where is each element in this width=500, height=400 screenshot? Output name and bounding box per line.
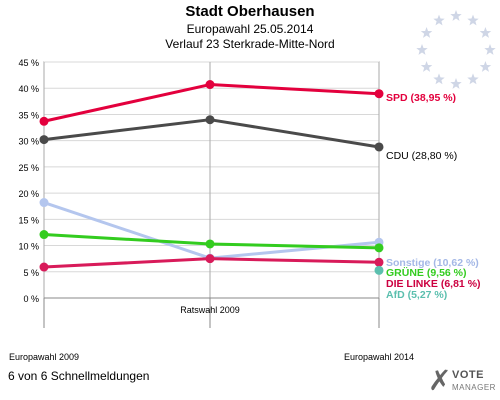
eu-star-icon	[484, 44, 496, 55]
y-tick-label: 10 %	[18, 242, 39, 252]
logo-text-manager: MANAGER	[452, 383, 496, 392]
series-label-cdu: CDU (28,80 %)	[386, 150, 457, 162]
chart-subtitle-district: Verlauf 23 Sterkrade-Mitte-Nord	[165, 37, 335, 51]
eu-star-icon	[450, 10, 462, 21]
eu-star-icon	[416, 44, 428, 55]
y-tick-label: 15 %	[18, 215, 39, 225]
logo-text-vote: VOTE	[452, 369, 484, 381]
y-tick-label: 0 %	[23, 294, 39, 304]
report-count: 6 von 6 Schnellmeldungen	[8, 369, 150, 383]
series-label-afd: AfD (5,27 %)	[386, 289, 447, 301]
data-point-gr-ne	[39, 230, 49, 240]
eu-star-icon	[479, 27, 492, 38]
y-tick-label: 5 %	[23, 268, 39, 278]
chart-title: Stadt Oberhausen	[185, 3, 315, 20]
eu-star-icon	[479, 61, 492, 72]
data-point-cdu	[205, 115, 215, 125]
data-point-gr-ne	[374, 243, 384, 253]
data-point-spd	[39, 116, 49, 126]
eu-star-icon	[467, 14, 479, 26]
series-label-die-linke: DIE LINKE (6,81 %)	[386, 278, 481, 290]
data-point-die-linke	[205, 254, 215, 264]
series-label-sonstige: Sonstige (10,62 %)	[386, 257, 479, 269]
logo-x-icon: ✗	[428, 364, 452, 397]
y-tick-label: 25 %	[18, 163, 39, 173]
eu-star-icon	[467, 73, 479, 85]
x-tick-label: Europawahl 2009	[9, 352, 79, 362]
data-point-afd	[374, 265, 384, 275]
series-label-spd: SPD (38,95 %)	[386, 92, 456, 104]
data-point-cdu	[374, 142, 384, 152]
data-point-spd	[205, 80, 215, 90]
data-point-sonstige	[39, 198, 49, 208]
eu-star-icon	[420, 27, 433, 38]
eu-star-icon	[433, 73, 445, 85]
y-tick-label: 35 %	[18, 110, 39, 120]
eu-star-icon	[420, 61, 433, 72]
eu-stars-icon	[416, 10, 496, 89]
eu-star-icon	[450, 78, 462, 89]
data-point-die-linke	[39, 262, 49, 272]
data-point-cdu	[39, 135, 49, 145]
data-point-gr-ne	[205, 239, 215, 249]
x-tick-label: Europawahl 2014	[344, 352, 414, 362]
votemanager-logo: ✗ VOTE MANAGER	[426, 364, 498, 398]
data-point-spd	[374, 89, 384, 99]
series-label-gr-ne: GRÜNE (9,56 %)	[386, 266, 467, 279]
y-tick-label: 20 %	[18, 189, 39, 199]
chart-subtitle: Europawahl 25.05.2014	[186, 22, 314, 36]
y-tick-label: 30 %	[18, 137, 39, 147]
y-tick-label: 40 %	[18, 84, 39, 94]
data-point-die-linke	[374, 257, 384, 267]
eu-star-icon	[433, 14, 445, 26]
x-tick-label: Ratswahl 2009	[180, 305, 240, 315]
y-tick-label: 45 %	[18, 58, 39, 68]
